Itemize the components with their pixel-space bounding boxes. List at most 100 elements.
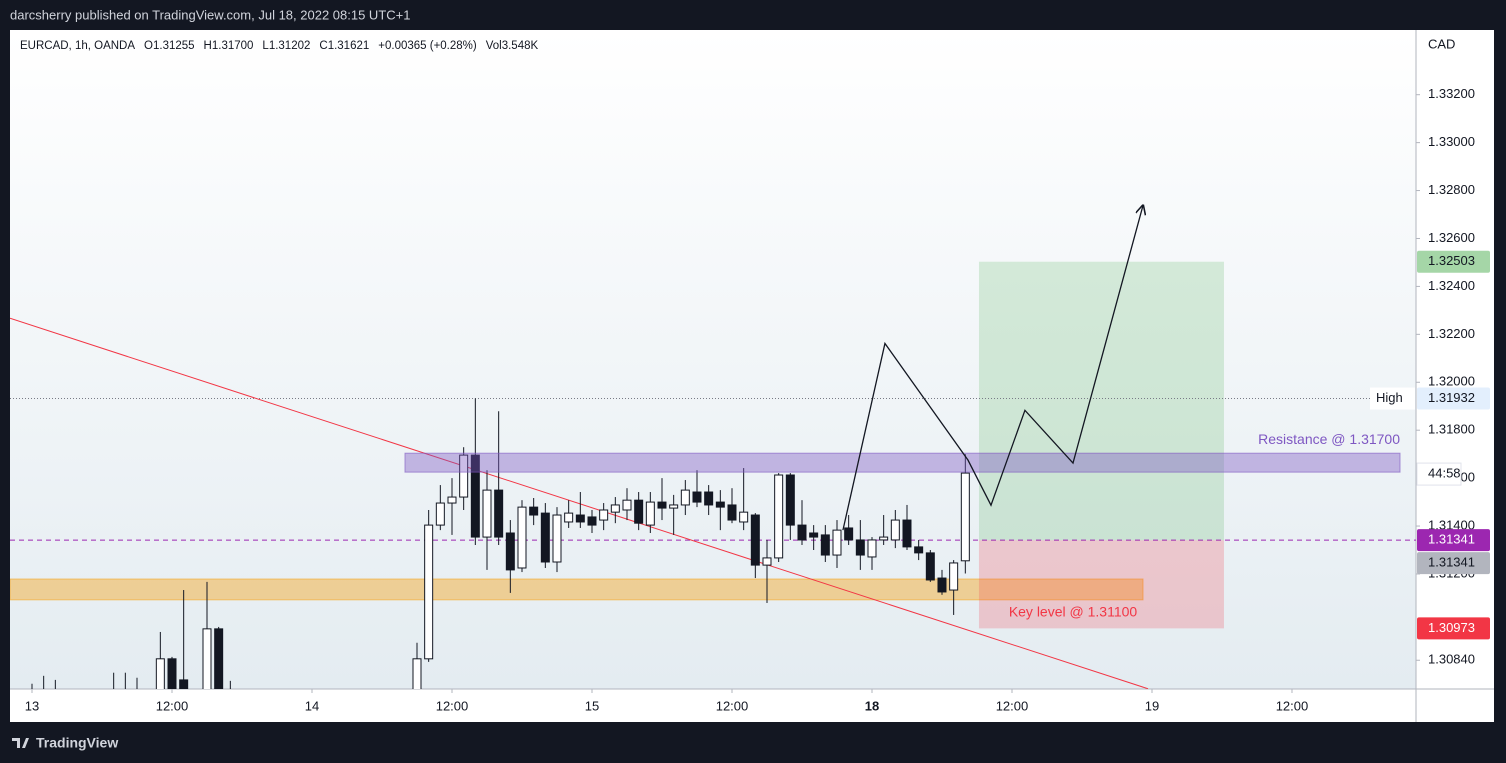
candle-body [692, 491, 702, 503]
price-label-box [1417, 529, 1490, 552]
y-tick-label: 1.31800 [1428, 422, 1475, 437]
y-tick-label: 1.32400 [1428, 278, 1475, 293]
countdown: 44:58 [1428, 466, 1461, 481]
candle-body [552, 514, 562, 563]
candle-body [739, 511, 749, 523]
high-tag-box [1370, 387, 1415, 410]
y-tick-label: 1.32000 [1428, 374, 1475, 389]
candle-body [762, 557, 772, 566]
candle-body [634, 499, 644, 524]
candle-body [447, 496, 457, 504]
key-level-label: Key level @ 1.31100 [1009, 604, 1138, 620]
candle-body [494, 489, 504, 538]
candle-body [879, 536, 889, 541]
high-price-label: 1.31932 [1428, 390, 1475, 405]
trendline [10, 317, 1149, 689]
candle-body [610, 504, 620, 513]
candle-body [505, 532, 515, 571]
candle-body [179, 679, 189, 689]
candle-body [564, 512, 574, 523]
x-tick-label: 18 [865, 698, 879, 713]
candle-body [785, 474, 795, 526]
legend-item: +0.00365 (+0.28%) [378, 40, 477, 52]
y-tick-label: 1.32200 [1428, 326, 1475, 341]
profit-zone [978, 261, 1224, 541]
candle-body [867, 539, 877, 558]
candle-body [750, 514, 760, 566]
countdown-box [1416, 462, 1462, 486]
price-label: 1.31341 [1428, 532, 1475, 547]
candle-body [914, 546, 924, 554]
x-tick-label: 12:00 [996, 698, 1029, 713]
x-tick-label: 19 [1145, 698, 1159, 713]
candle-body [482, 489, 492, 538]
x-tick-label: 12:00 [156, 698, 189, 713]
y-tick-label: 1.32600 [1428, 230, 1475, 245]
resistance-label: Resistance @ 1.31700 [1258, 431, 1400, 447]
price-label-box [1417, 552, 1490, 575]
price-label: 1.32503 [1428, 253, 1475, 268]
candle-body [855, 539, 865, 556]
legend: EURCAD, 1h, OANDA O1.31255 H1.31700 L1.3120… [20, 40, 538, 52]
high-tag: High [1376, 390, 1403, 405]
candle-body [890, 519, 900, 541]
candle-body [435, 502, 445, 526]
legend-item: L1.31202 [262, 40, 310, 52]
legend-item: O1.31255 [144, 40, 195, 52]
candle-body [424, 524, 434, 660]
currency: CAD [1428, 36, 1455, 51]
candle-body [669, 504, 679, 509]
projection-path [842, 205, 1143, 531]
candle-body [470, 454, 480, 538]
y-tick-label: 1.31400 [1428, 517, 1475, 532]
candle-body [587, 516, 597, 526]
x-tick-label: 12:00 [716, 698, 749, 713]
x-tick-label: 12:00 [436, 698, 469, 713]
loss-zone [978, 540, 1224, 629]
brand: TradingView [36, 735, 118, 751]
x-tick-label: 12:00 [1276, 698, 1309, 713]
legend-item: C1.31621 [319, 40, 369, 52]
x-tick-label: 14 [305, 698, 319, 713]
candle-body [214, 628, 224, 689]
candle-body [599, 509, 609, 521]
candle-body [809, 532, 819, 538]
price-label-box [1417, 250, 1490, 273]
candle-body [715, 501, 725, 508]
candle-body [540, 512, 550, 563]
candle-body [622, 499, 632, 511]
candle-body [797, 524, 807, 541]
legend-item: Vol3.548K [486, 40, 539, 52]
candle-body [575, 514, 585, 523]
candle-body [167, 658, 177, 689]
candle-body [704, 491, 714, 506]
candle-body [517, 506, 527, 569]
price-label-box [1417, 617, 1490, 640]
candle-body [832, 529, 842, 556]
candle-body [645, 501, 655, 526]
high-price-label-box [1417, 387, 1490, 410]
x-tick-label: 13 [25, 698, 39, 713]
candle-body [844, 527, 854, 541]
candle-body [774, 474, 784, 559]
candle-body [820, 534, 830, 556]
key-level-zone [10, 578, 1144, 601]
candle-body [657, 501, 667, 509]
candle-body [902, 519, 912, 548]
y-tick-label: 1.30840 [1428, 652, 1475, 667]
candle-body [680, 489, 690, 506]
price-label: 1.30973 [1428, 620, 1475, 635]
logo [12, 738, 29, 748]
candle-body [727, 504, 737, 521]
candle-body [412, 658, 422, 689]
legend-item: H1.31700 [204, 40, 254, 52]
resistance-zone [404, 452, 1401, 473]
candle-body [529, 506, 539, 516]
candle-body [949, 562, 959, 591]
candle-body [459, 454, 469, 498]
candle-body [202, 628, 212, 689]
candle-body [155, 658, 165, 689]
y-tick-label: 1.32800 [1428, 182, 1475, 197]
